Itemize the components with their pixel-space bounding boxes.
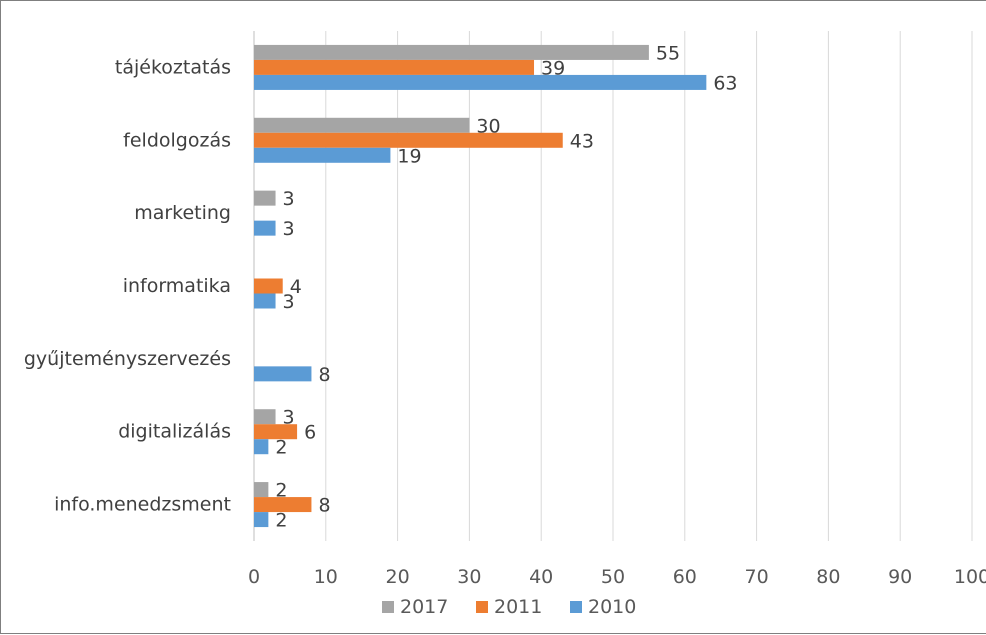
category-label: digitalizálás bbox=[118, 421, 231, 443]
x-tick-label: 70 bbox=[745, 566, 769, 588]
bar-2010 bbox=[254, 220, 276, 236]
x-tick-label: 20 bbox=[386, 566, 410, 588]
bar-2010 bbox=[254, 293, 276, 309]
x-tick-label: 30 bbox=[457, 566, 481, 588]
x-tick-label: 0 bbox=[248, 566, 260, 588]
bar-2011 bbox=[254, 132, 563, 148]
bar-2017 bbox=[254, 482, 269, 498]
value-axis: 0 10 20 30 40 50 60 70 80 90 100 bbox=[248, 566, 986, 588]
bar-2010 bbox=[254, 439, 269, 455]
data-label: 2 bbox=[275, 510, 287, 532]
data-label: 39 bbox=[541, 57, 565, 79]
data-label: 63 bbox=[713, 72, 737, 94]
legend-swatch bbox=[570, 601, 582, 613]
bar-2011 bbox=[254, 497, 312, 513]
bar-2010 bbox=[254, 74, 707, 90]
x-tick-label: 90 bbox=[888, 566, 912, 588]
x-tick-label: 10 bbox=[314, 566, 338, 588]
data-label: 55 bbox=[656, 42, 680, 64]
category-label: info.menedzsment bbox=[54, 494, 231, 516]
data-label: 30 bbox=[476, 115, 500, 137]
data-label: 8 bbox=[318, 364, 330, 386]
bar-2011 bbox=[254, 59, 535, 75]
category-label: informatika bbox=[123, 275, 231, 297]
data-label: 3 bbox=[283, 188, 295, 210]
bar-2010 bbox=[254, 147, 391, 163]
x-tick-label: 80 bbox=[816, 566, 840, 588]
category-axis: tájékoztatás feldolgozás marketing informat… bbox=[24, 56, 231, 515]
x-tick-label: 60 bbox=[673, 566, 697, 588]
bar-2011 bbox=[254, 424, 298, 440]
data-label: 2 bbox=[275, 480, 287, 502]
bar-2017 bbox=[254, 190, 276, 206]
category-label: feldolgozás bbox=[123, 129, 231, 151]
bar-2017 bbox=[254, 409, 276, 425]
legend-label: 2010 bbox=[588, 596, 636, 618]
bar-2010 bbox=[254, 512, 269, 528]
x-tick-label: 50 bbox=[601, 566, 625, 588]
category-label: marketing bbox=[134, 202, 231, 224]
data-label: 4 bbox=[290, 276, 302, 298]
legend-swatch bbox=[382, 601, 394, 613]
data-label: 3 bbox=[283, 407, 295, 429]
bar-2010 bbox=[254, 366, 312, 382]
bar-2011 bbox=[254, 278, 283, 294]
legend-label: 2017 bbox=[400, 596, 448, 618]
x-tick-label: 40 bbox=[529, 566, 553, 588]
category-label: gyűjteményszervezés bbox=[24, 348, 231, 370]
data-label: 3 bbox=[283, 291, 295, 313]
legend-swatch bbox=[476, 601, 488, 613]
data-label: 19 bbox=[397, 145, 421, 167]
bar-2017 bbox=[254, 44, 649, 60]
data-label: 8 bbox=[318, 495, 330, 517]
category-label: tájékoztatás bbox=[115, 56, 231, 78]
legend: 2017 2011 2010 bbox=[382, 596, 636, 618]
data-label: 43 bbox=[570, 130, 594, 152]
data-label: 2 bbox=[275, 437, 287, 459]
bars bbox=[254, 44, 707, 528]
data-label: 3 bbox=[283, 218, 295, 240]
gridlines bbox=[253, 31, 973, 541]
x-tick-label: 100 bbox=[954, 566, 986, 588]
data-label: 6 bbox=[304, 422, 316, 444]
bar-2017 bbox=[254, 117, 470, 133]
legend-label: 2011 bbox=[494, 596, 542, 618]
